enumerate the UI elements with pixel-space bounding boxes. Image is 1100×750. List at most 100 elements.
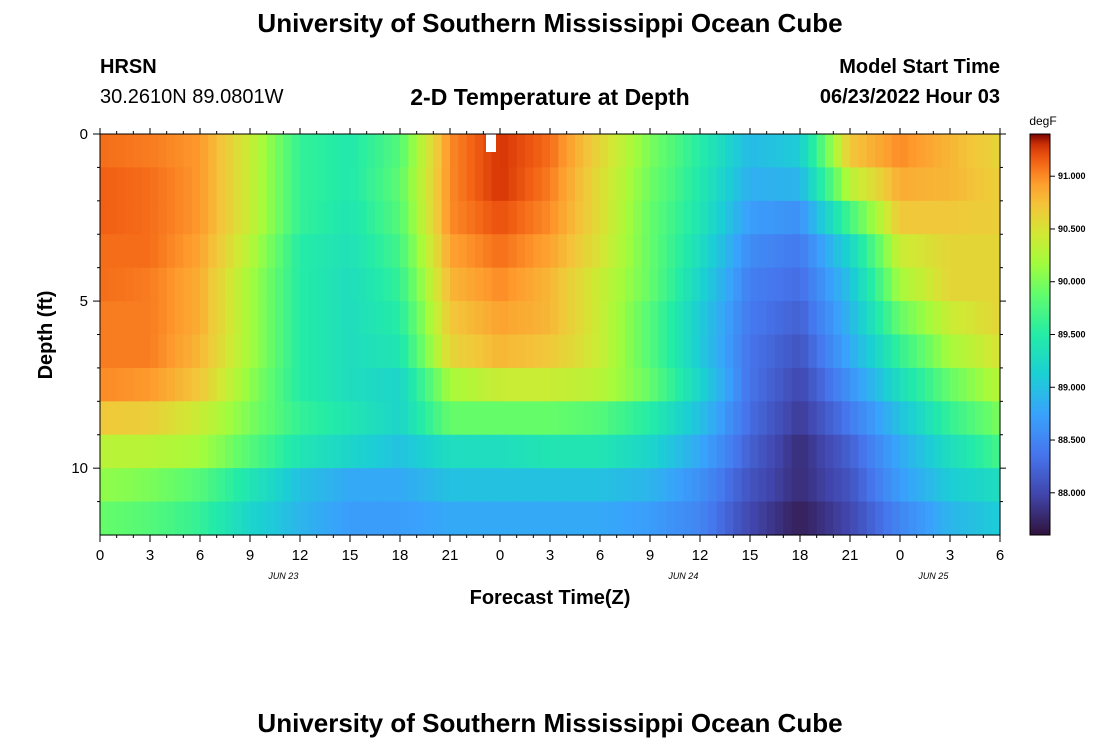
- heatmap-cell: [991, 267, 1001, 302]
- heatmap-cell: [641, 401, 651, 436]
- heatmap-cell: [441, 501, 451, 536]
- heatmap-cell: [616, 301, 626, 336]
- heatmap-cell: [683, 434, 693, 469]
- heatmap-cell: [933, 468, 943, 503]
- heatmap-cell: [475, 234, 484, 269]
- heatmap-cell: [366, 501, 376, 536]
- heatmap-cell: [366, 167, 376, 202]
- heatmap-cell: [841, 167, 851, 202]
- heatmap-cell: [383, 267, 393, 302]
- heatmap-cell: [516, 267, 526, 302]
- heatmap-cell: [991, 134, 1001, 169]
- heatmap-cell: [741, 234, 751, 269]
- heatmap-cell: [300, 468, 309, 503]
- heatmap-cell: [900, 134, 909, 169]
- heatmap-cell: [400, 234, 409, 269]
- heatmap-cell: [466, 200, 476, 235]
- heatmap-cell: [783, 234, 793, 269]
- heatmap-cell: [641, 267, 651, 302]
- heatmap-cell: [150, 200, 159, 235]
- heatmap-cell: [241, 501, 251, 536]
- heatmap-cell: [241, 434, 251, 469]
- heatmap-cell: [416, 334, 426, 369]
- heatmap-cell: [791, 401, 801, 436]
- heatmap-cell: [133, 234, 143, 269]
- heatmap-cell: [300, 267, 309, 302]
- heatmap-cell: [433, 501, 443, 536]
- heatmap-cell: [533, 200, 543, 235]
- heatmap-cell: [158, 234, 168, 269]
- heatmap-cell: [733, 334, 743, 369]
- heatmap-cell: [775, 167, 784, 202]
- heatmap-cell: [141, 501, 151, 536]
- heatmap-cell: [483, 501, 493, 536]
- heatmap-cell: [500, 301, 509, 336]
- heatmap-cell: [316, 200, 326, 235]
- heatmap-cell: [516, 334, 526, 369]
- heatmap-cell: [225, 301, 234, 336]
- heatmap-cell: [816, 434, 826, 469]
- heatmap-cell: [983, 267, 993, 302]
- heatmap-cell: [475, 367, 484, 402]
- heatmap-cell: [841, 134, 851, 169]
- heatmap-cell: [758, 134, 768, 169]
- heatmap-cell: [141, 367, 151, 402]
- heatmap-cell: [108, 267, 118, 302]
- heatmap-cell: [466, 267, 476, 302]
- heatmap-cell: [758, 301, 768, 336]
- heatmap-cell: [775, 234, 784, 269]
- heatmap-cell: [400, 367, 409, 402]
- heatmap-cell: [341, 134, 351, 169]
- heatmap-cell: [583, 234, 593, 269]
- heatmap-cell: [808, 501, 818, 536]
- heatmap-cell: [433, 367, 443, 402]
- heatmap-cell: [741, 200, 751, 235]
- heatmap-cell: [150, 334, 159, 369]
- heatmap-cell: [158, 401, 168, 436]
- heatmap-cell: [991, 234, 1001, 269]
- heatmap-cell: [983, 367, 993, 402]
- heatmap-cell: [191, 167, 201, 202]
- heatmap-cell: [416, 200, 426, 235]
- heatmap-cell: [150, 468, 159, 503]
- heatmap-cell: [216, 200, 226, 235]
- heatmap-cell: [558, 267, 568, 302]
- heatmap-cell: [683, 200, 693, 235]
- heatmap-cell: [150, 401, 159, 436]
- heatmap-cell: [333, 200, 343, 235]
- heatmap-cell: [258, 367, 268, 402]
- x-tick-label: 0: [496, 547, 504, 564]
- heatmap-cell: [508, 267, 518, 302]
- heatmap-cell: [916, 434, 926, 469]
- heatmap-cell: [808, 301, 818, 336]
- heatmap-cell: [858, 301, 868, 336]
- heatmap-cell: [541, 468, 551, 503]
- heatmap-cell: [200, 501, 209, 536]
- heatmap-cell: [491, 334, 501, 369]
- heatmap-cell: [366, 301, 376, 336]
- heatmap-cell: [558, 367, 568, 402]
- heatmap-cell: [391, 367, 401, 402]
- heatmap-cell: [700, 468, 709, 503]
- heatmap-cell: [525, 234, 534, 269]
- heatmap-cell: [791, 434, 801, 469]
- heatmap-cell: [766, 367, 776, 402]
- heatmap-cell: [841, 234, 851, 269]
- heatmap-cell: [858, 468, 868, 503]
- heatmap-cell: [508, 234, 518, 269]
- heatmap-cell: [933, 501, 943, 536]
- heatmap-cell: [958, 367, 968, 402]
- heatmap-cell: [408, 468, 418, 503]
- heatmap-cell: [825, 301, 834, 336]
- heatmap-cell: [733, 167, 743, 202]
- heatmap-cell: [216, 468, 226, 503]
- heatmap-cell: [700, 401, 709, 436]
- heatmap-cell: [133, 267, 143, 302]
- heatmap-cell: [100, 167, 109, 202]
- heatmap-cell: [383, 167, 393, 202]
- heatmap-cell: [133, 301, 143, 336]
- heatmap-cell: [141, 401, 151, 436]
- heatmap-cell: [300, 367, 309, 402]
- heatmap-cell: [875, 401, 884, 436]
- heatmap-cell: [391, 234, 401, 269]
